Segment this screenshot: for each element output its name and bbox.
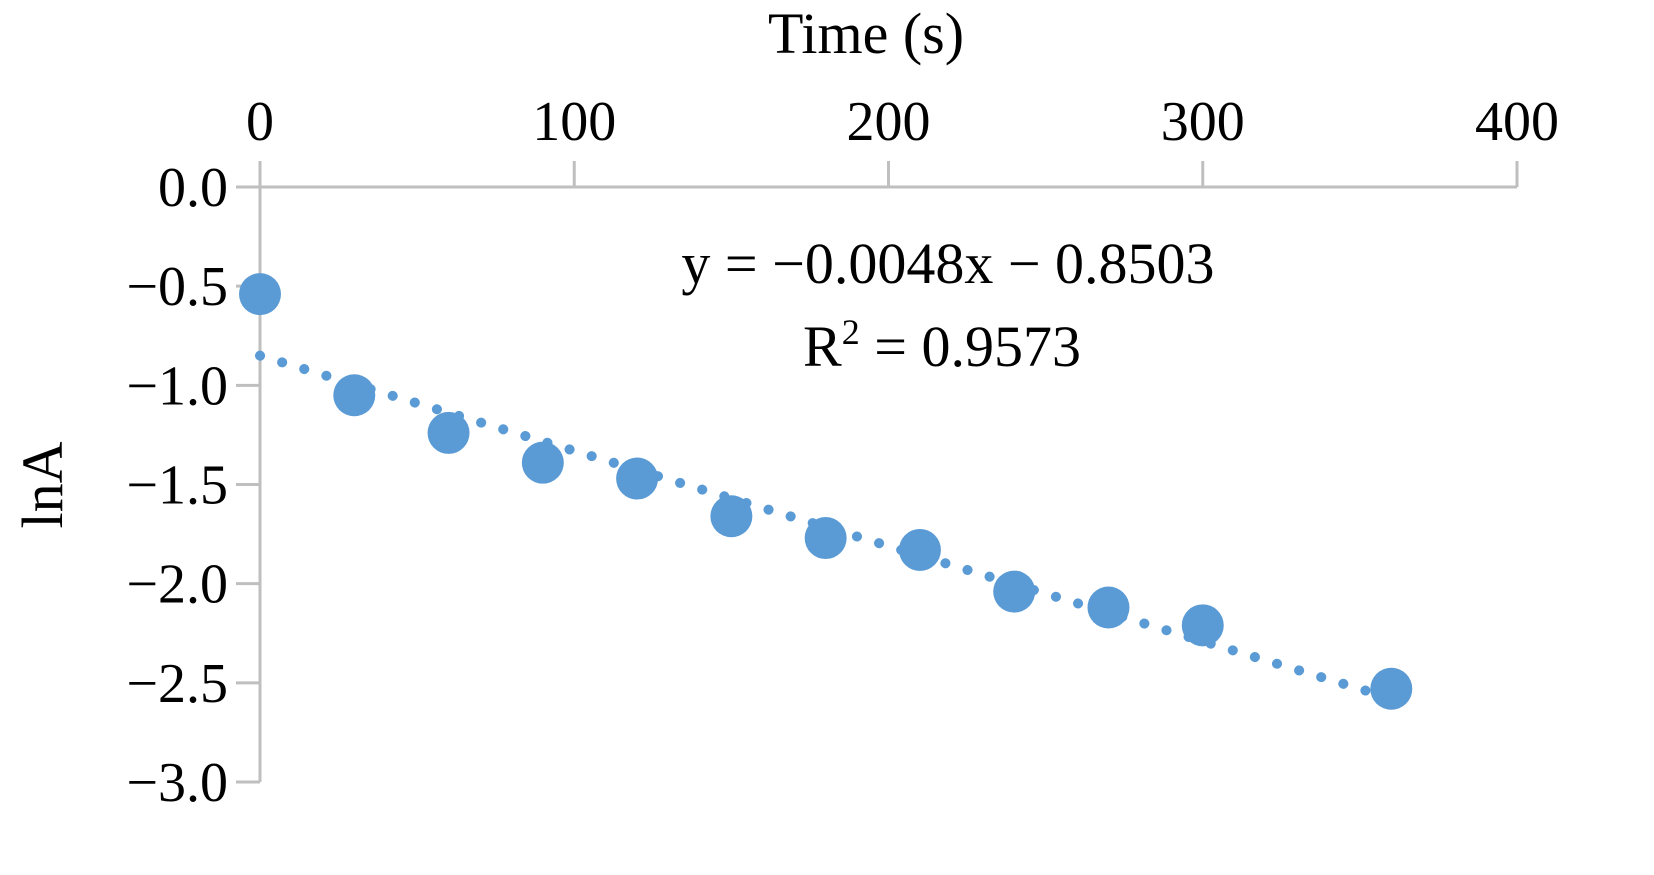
trendline-r-squared: R2 = 0.9573 (803, 312, 1081, 379)
y-tick-label: −0.5 (126, 256, 228, 318)
x-tick-label: 300 (1161, 91, 1245, 153)
y-axis-title: lnA (10, 441, 75, 528)
data-point (521, 441, 564, 484)
y-tick-label: −1.0 (126, 355, 228, 417)
data-point (239, 273, 281, 316)
x-axis-title: Time (s) (768, 1, 964, 66)
r-squared-symbol: R (803, 314, 842, 379)
data-point (1087, 586, 1130, 629)
y-tick-label: −2.5 (126, 653, 228, 715)
data-point (993, 570, 1036, 613)
ticks: 0 100 200 300 400 0.0 −0.5 −1.0 −1.5 −2.0 −2.5 −3.0 (126, 91, 1559, 814)
x-tick-label: 200 (847, 91, 931, 153)
data-point (898, 528, 941, 571)
data-point (710, 495, 753, 538)
y-tick-label: −1.5 (126, 455, 228, 517)
trendline-equation: y = −0.0048x − 0.8503 (681, 231, 1214, 296)
y-tick-label: −2.0 (126, 554, 228, 616)
data-point (333, 374, 376, 417)
y-tick-label: −3.0 (126, 752, 228, 814)
data-point (427, 411, 470, 454)
x-tick-label: 400 (1475, 91, 1559, 153)
data-point (1181, 604, 1224, 647)
data-point (616, 457, 659, 500)
r-squared-superscript: 2 (842, 312, 860, 352)
data-point (804, 517, 847, 560)
x-tick-label: 0 (246, 91, 274, 153)
x-tick-label: 100 (532, 91, 616, 153)
data-point (1370, 667, 1413, 710)
r-squared-value: = 0.9573 (860, 314, 1081, 379)
data-points (239, 273, 1413, 710)
y-tick-label: 0.0 (158, 157, 228, 219)
